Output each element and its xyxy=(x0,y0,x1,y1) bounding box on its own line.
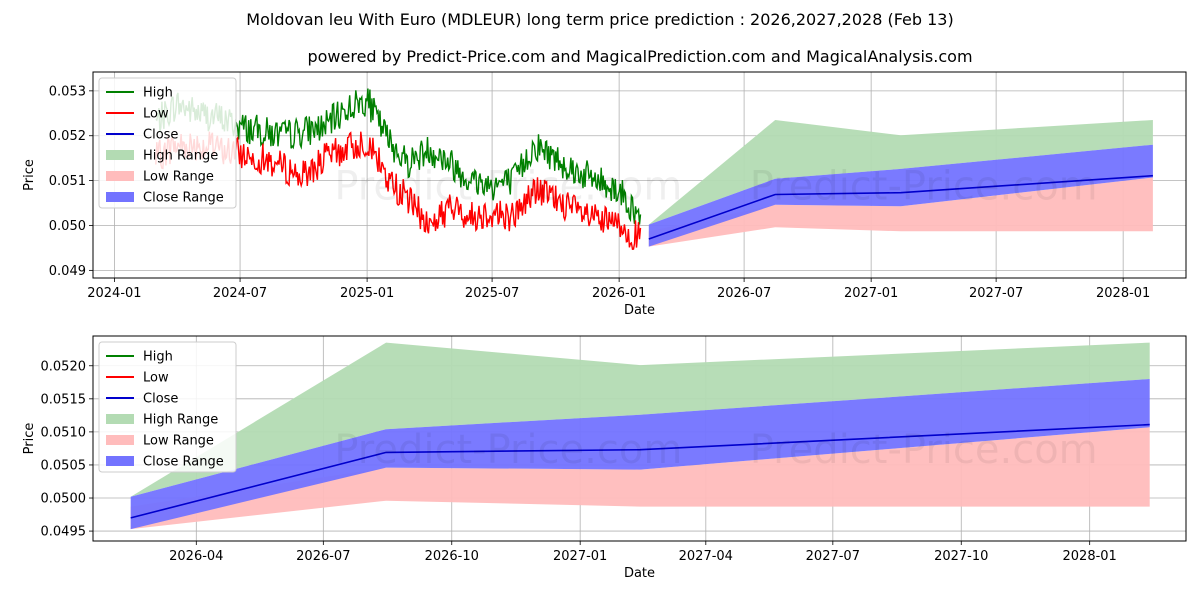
top-chart: 2024-01 2024-07 2025-01 2025-07 2026-01 2026-… xyxy=(22,72,1186,318)
y-tick-label: 0.053 xyxy=(49,84,86,99)
y-tick-label: 0.052 xyxy=(49,129,86,144)
y-axis-label: Price xyxy=(22,159,37,191)
legend-swatch-patch xyxy=(106,456,134,466)
x-tick-label: 2027-01 xyxy=(844,286,898,301)
legend-entry: Low xyxy=(143,107,169,122)
x-tick-label: 2027-07 xyxy=(806,549,860,564)
legend-entry: Close Range xyxy=(143,455,224,470)
y-tick-label: 0.0520 xyxy=(41,359,87,374)
legend: High Low Close High Range Low Range Close Ran… xyxy=(99,78,236,208)
y-tick-label: 0.051 xyxy=(49,174,86,189)
legend-swatch-patch xyxy=(106,435,134,445)
y-axis-label: Price xyxy=(22,423,37,455)
watermark-text: Predict-Price.com xyxy=(334,164,682,210)
x-tick-label: 2025-01 xyxy=(340,286,394,301)
x-tick-label: 2026-07 xyxy=(717,286,771,301)
x-tick-label: 2024-01 xyxy=(87,286,141,301)
x-tick-label: 2026-01 xyxy=(592,286,646,301)
legend-entry: Low Range xyxy=(143,170,214,185)
x-tick-label: 2027-01 xyxy=(553,549,607,564)
legend-entry: High xyxy=(143,350,173,365)
x-tick-label: 2025-07 xyxy=(465,286,519,301)
y-tick-label: 0.0515 xyxy=(41,392,87,407)
x-tick-label: 2028-01 xyxy=(1063,549,1117,564)
legend-swatch-patch xyxy=(106,150,134,160)
x-tick-label: 2026-07 xyxy=(296,549,350,564)
x-tick-label: 2027-04 xyxy=(679,549,733,564)
chart-subtitle: powered by Predict-Price.com and Magical… xyxy=(307,47,972,66)
legend-entry: Low Range xyxy=(143,434,214,449)
y-tick-label: 0.0505 xyxy=(41,458,87,473)
y-tick-label: 0.050 xyxy=(49,219,86,234)
x-tick-label: 2027-10 xyxy=(934,549,988,564)
x-tick-label: 2026-04 xyxy=(169,549,223,564)
bottom-chart: 2026-04 2026-07 2026-10 2027-01 2027-04 2027-… xyxy=(22,336,1186,581)
y-tick-label: 0.049 xyxy=(49,264,86,279)
x-axis-label: Date xyxy=(624,566,655,581)
watermark-text: Predict-Price.com xyxy=(334,427,682,473)
x-tick-label: 2026-10 xyxy=(425,549,479,564)
legend-entry: Close xyxy=(143,392,178,407)
y-tick-label: 0.0500 xyxy=(41,492,87,507)
x-tick-label: 2027-07 xyxy=(969,286,1023,301)
chart-title: Moldovan leu With Euro (MDLEUR) long ter… xyxy=(246,10,953,29)
legend-swatch-patch xyxy=(106,171,134,181)
x-axis-label: Date xyxy=(624,303,655,318)
legend-entry: High xyxy=(143,86,173,101)
legend-entry: High Range xyxy=(143,413,218,428)
legend-entry: High Range xyxy=(143,149,218,164)
watermark-text: Predict-Price.com xyxy=(750,427,1098,473)
legend: High Low Close High Range Low Range Close Ran… xyxy=(99,342,236,472)
legend-entry: Low xyxy=(143,371,169,386)
watermark-text: Predict-Price.com xyxy=(750,164,1098,210)
y-tick-label: 0.0495 xyxy=(41,525,87,540)
legend-entry: Close xyxy=(143,128,178,143)
legend-entry: Close Range xyxy=(143,191,224,206)
legend-swatch-patch xyxy=(106,414,134,424)
y-tick-label: 0.0510 xyxy=(41,425,87,440)
x-tick-label: 2024-07 xyxy=(213,286,267,301)
x-tick-label: 2028-01 xyxy=(1096,286,1150,301)
legend-swatch-patch xyxy=(106,192,134,202)
